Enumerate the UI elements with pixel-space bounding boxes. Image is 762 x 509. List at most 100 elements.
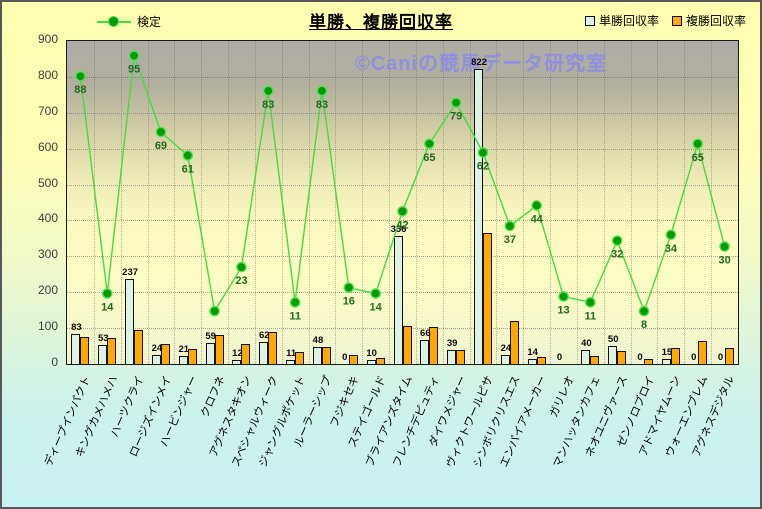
tansho-bar-label: 53 xyxy=(97,332,109,344)
kentei-point xyxy=(182,150,194,161)
v-gridline xyxy=(576,41,578,364)
y-axis-label: 100 xyxy=(37,319,58,334)
h-gridline xyxy=(67,148,738,150)
fukusho-bar xyxy=(241,344,251,364)
kentei-point-label: 13 xyxy=(557,304,569,316)
legend-item-tansho: 単勝回収率 xyxy=(584,12,659,29)
v-gridline xyxy=(254,41,256,364)
fukusho-bar xyxy=(536,356,546,364)
kentei-point xyxy=(101,288,113,299)
kentei-point-label: 11 xyxy=(289,310,301,322)
v-gridline xyxy=(415,41,417,364)
v-gridline xyxy=(711,41,713,364)
fukusho-bar xyxy=(509,320,519,364)
v-gridline xyxy=(174,41,176,364)
tansho-bar-label: 0 xyxy=(556,352,563,363)
tansho-bar xyxy=(474,69,484,364)
fukusho-bar xyxy=(80,337,90,364)
tansho-bar-label: 83 xyxy=(71,322,82,334)
kentei-point xyxy=(370,288,381,299)
tansho-bar xyxy=(205,342,215,364)
fukusho-bar xyxy=(134,329,144,364)
v-gridline xyxy=(362,41,364,364)
fukusho-bar xyxy=(160,343,170,364)
kentei-point xyxy=(450,97,462,108)
tansho-bar xyxy=(178,356,188,364)
kentei-point-label: 95 xyxy=(128,64,140,76)
kentei-point-label: 8 xyxy=(641,319,647,331)
tansho-bar xyxy=(661,358,671,364)
kentei-point-label: 42 xyxy=(396,219,408,231)
fukusho-bar xyxy=(617,351,627,364)
v-gridline xyxy=(228,41,230,364)
y-axis-label: 300 xyxy=(37,247,58,262)
v-gridline xyxy=(335,41,337,364)
kentei-point xyxy=(638,305,650,317)
tansho-bar-label: 48 xyxy=(312,334,324,346)
fukusho-bar xyxy=(295,352,305,364)
fukusho-swatch-icon xyxy=(671,15,682,26)
tansho-bar-label: 0 xyxy=(691,352,697,363)
kentei-point xyxy=(262,85,274,97)
tansho-bar-label: 62 xyxy=(259,329,270,341)
kentei-line-layer: 88 14 95 69 61 23 83 11 83 16 14 42 65 79 62 37 44 13 11 32… xyxy=(74,50,731,331)
tansho-bar xyxy=(581,349,591,364)
tansho-bar xyxy=(232,359,242,364)
kentei-point-label: 37 xyxy=(504,234,516,246)
kentei-point xyxy=(209,305,220,317)
fukusho-bar xyxy=(375,357,385,364)
tansho-bar-label: 237 xyxy=(122,266,139,278)
kentei-point xyxy=(531,200,543,211)
v-gridline xyxy=(93,41,95,364)
tansho-bar-label: 15 xyxy=(661,346,673,358)
h-gridline xyxy=(67,256,738,258)
h-gridline xyxy=(67,184,738,186)
h-gridline xyxy=(67,112,738,114)
kentei-point-label: 61 xyxy=(182,164,194,176)
kentei-point-label: 44 xyxy=(531,213,544,225)
v-gridline xyxy=(147,41,149,364)
fukusho-bar xyxy=(268,332,278,364)
fukusho-bar xyxy=(107,338,117,364)
v-gridline xyxy=(550,41,552,364)
legend-kentei: 検定 xyxy=(97,13,161,30)
tansho-bar xyxy=(366,360,376,364)
kentei-point xyxy=(424,138,435,150)
kentei-point xyxy=(236,261,247,273)
tansho-swatch-icon xyxy=(584,15,595,26)
kentei-point xyxy=(504,220,516,232)
tansho-bar-label: 39 xyxy=(446,338,458,349)
tansho-bar xyxy=(527,358,537,364)
tansho-bar-label: 356 xyxy=(390,224,407,236)
v-gridline xyxy=(442,41,444,364)
fukusho-bar xyxy=(483,232,493,364)
tansho-bar xyxy=(71,334,81,364)
kentei-point xyxy=(289,297,301,308)
fukusho-bar xyxy=(214,335,224,364)
kentei-point xyxy=(665,229,677,241)
kentei-point-label: 16 xyxy=(343,296,355,308)
tansho-bar xyxy=(420,340,430,364)
fukusho-bar xyxy=(724,347,734,364)
v-gridline xyxy=(603,41,605,364)
watermark: ©Caniの競馬データ研究室 xyxy=(355,53,608,75)
v-gridline xyxy=(120,41,122,364)
tansho-bar xyxy=(393,236,403,364)
tansho-bar-label: 12 xyxy=(232,347,243,359)
kentei-point xyxy=(343,282,355,293)
kentei-point-label: 69 xyxy=(155,140,167,152)
tansho-bar-label: 11 xyxy=(286,348,297,360)
v-gridline xyxy=(684,41,686,364)
kentei-point xyxy=(128,50,140,61)
v-gridline xyxy=(389,41,391,364)
fukusho-bar xyxy=(670,347,680,364)
fukusho-bar xyxy=(590,356,600,364)
v-gridline xyxy=(496,41,498,364)
kentei-point xyxy=(397,206,408,217)
fukusho-bar xyxy=(456,349,466,364)
kentei-point xyxy=(585,297,596,308)
y-axis-label: 200 xyxy=(37,283,58,298)
v-gridline xyxy=(469,41,471,364)
v-gridline xyxy=(630,41,632,364)
kentei-point xyxy=(719,241,730,252)
